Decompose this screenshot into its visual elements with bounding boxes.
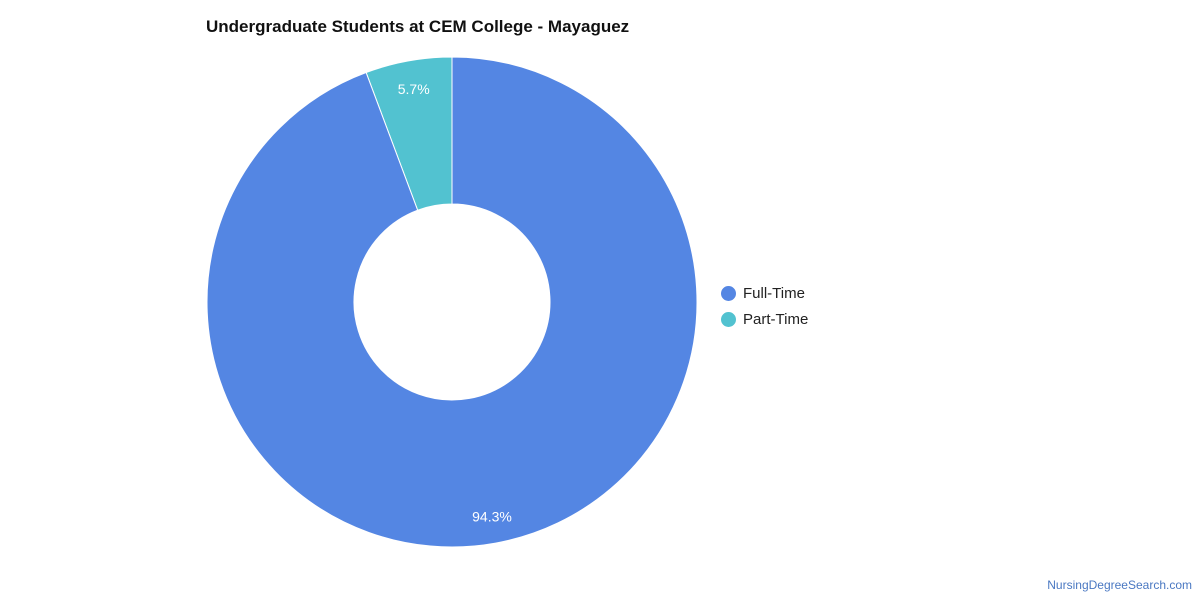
legend-label-part-time: Part-Time bbox=[743, 310, 809, 328]
donut-slice-full-time[interactable] bbox=[206, 56, 698, 548]
donut-slices bbox=[206, 56, 698, 548]
legend-item-part-time[interactable]: Part-Time bbox=[721, 306, 808, 332]
legend-swatch-full-time bbox=[721, 285, 736, 301]
slice-label-full-time: 94.3% bbox=[472, 509, 512, 525]
legend-label-full-time: Full-Time bbox=[743, 284, 805, 302]
slice-label-part-time: 5.7% bbox=[398, 81, 430, 97]
chart-legend: Full-Time Part-Time bbox=[721, 280, 808, 332]
legend-swatch-part-time bbox=[721, 311, 736, 327]
legend-item-full-time[interactable]: Full-Time bbox=[721, 280, 808, 306]
source-link[interactable]: NursingDegreeSearch.com bbox=[1047, 578, 1192, 592]
donut-slice-labels: 5.7% 94.3% bbox=[398, 81, 512, 525]
chart-title: Undergraduate Students at CEM College - … bbox=[206, 17, 630, 36]
